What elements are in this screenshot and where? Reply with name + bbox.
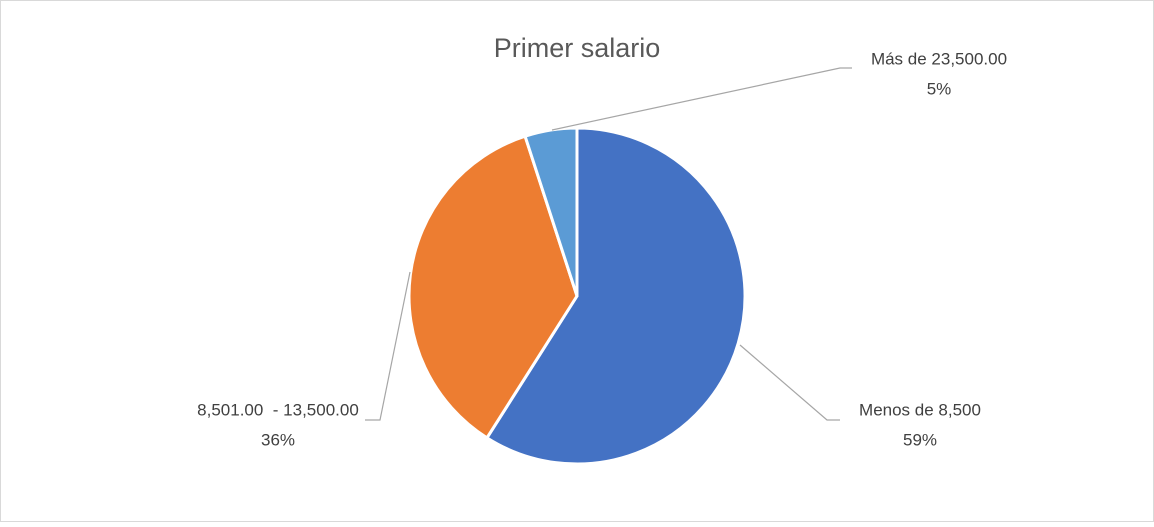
leader-line [365, 271, 411, 421]
pie-slice [485, 126, 747, 466]
slice-category-label: 8,501.00 - 13,500.00 [197, 400, 359, 419]
leader-line [551, 67, 852, 131]
pie-slice [407, 134, 579, 440]
pie-slice [523, 126, 579, 298]
slice-value-label: 5% [927, 79, 952, 98]
slice-category-label: Menos de 8,500 [859, 400, 981, 419]
chart-title: Primer salario [494, 33, 661, 63]
slice-category-label: Más de 23,500.00 [871, 49, 1007, 68]
leader-line [739, 344, 840, 421]
slice-value-label: 36% [261, 430, 295, 449]
slice-value-label: 59% [903, 430, 937, 449]
